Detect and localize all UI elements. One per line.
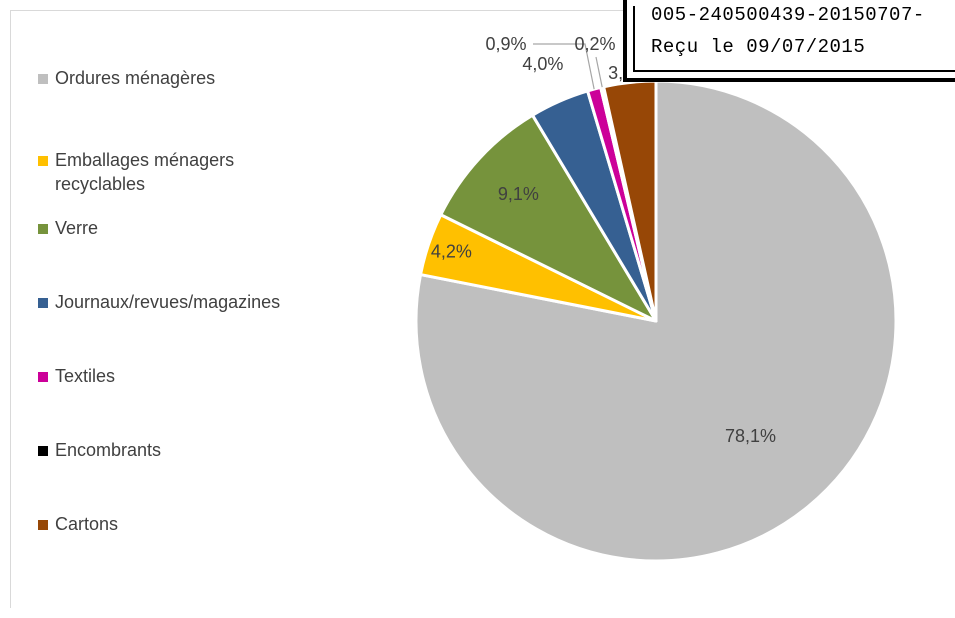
- legend-item: Cartons: [38, 512, 335, 536]
- legend-item: Ordures ménagères: [38, 66, 335, 90]
- stamp-border: [633, 6, 955, 72]
- data-label: 0,2%: [574, 34, 615, 54]
- stamp-line-1: 005-240500439-20150707-: [651, 4, 925, 26]
- legend-label: Encombrants: [55, 440, 162, 460]
- legend-item: Journaux/revues/magazines: [38, 290, 335, 314]
- legend-swatch: [38, 298, 48, 308]
- data-label: 4,0%: [522, 54, 563, 74]
- data-label: 4,2%: [431, 242, 472, 262]
- legend-swatch: [38, 372, 48, 382]
- legend-item: Textiles: [38, 364, 335, 388]
- leader-line: [595, 56, 603, 88]
- reception-stamp: 005-240500439-20150707- Reçu le 09/07/20…: [623, 0, 955, 82]
- chart-frame: [10, 10, 944, 608]
- legend-swatch: [38, 446, 48, 456]
- data-label: 9,1%: [498, 184, 539, 204]
- legend-swatch: [38, 74, 48, 84]
- legend-label: Journaux/revues/magazines: [55, 292, 281, 312]
- leader-line: [533, 43, 595, 90]
- legend-swatch: [38, 520, 48, 530]
- legend-swatch: [38, 156, 48, 166]
- legend-label: Verre: [55, 218, 99, 238]
- pie-slice: [439, 113, 658, 323]
- legend-swatch: [38, 224, 48, 234]
- legend-label: Textiles: [55, 366, 116, 386]
- legend-label: Cartons: [55, 514, 119, 534]
- data-label: 0,9%: [485, 34, 526, 54]
- legend-item: Verre: [38, 216, 335, 240]
- data-label: 78,1%: [725, 426, 776, 446]
- legend-item: Encombrants: [38, 438, 335, 462]
- stamp-line-2: Reçu le 09/07/2015: [651, 36, 866, 58]
- legend-label: Emballages ménagers recyclables: [55, 150, 235, 194]
- legend-label: Ordures ménagères: [55, 68, 216, 88]
- legend-item: Emballages ménagers recyclables: [38, 148, 295, 196]
